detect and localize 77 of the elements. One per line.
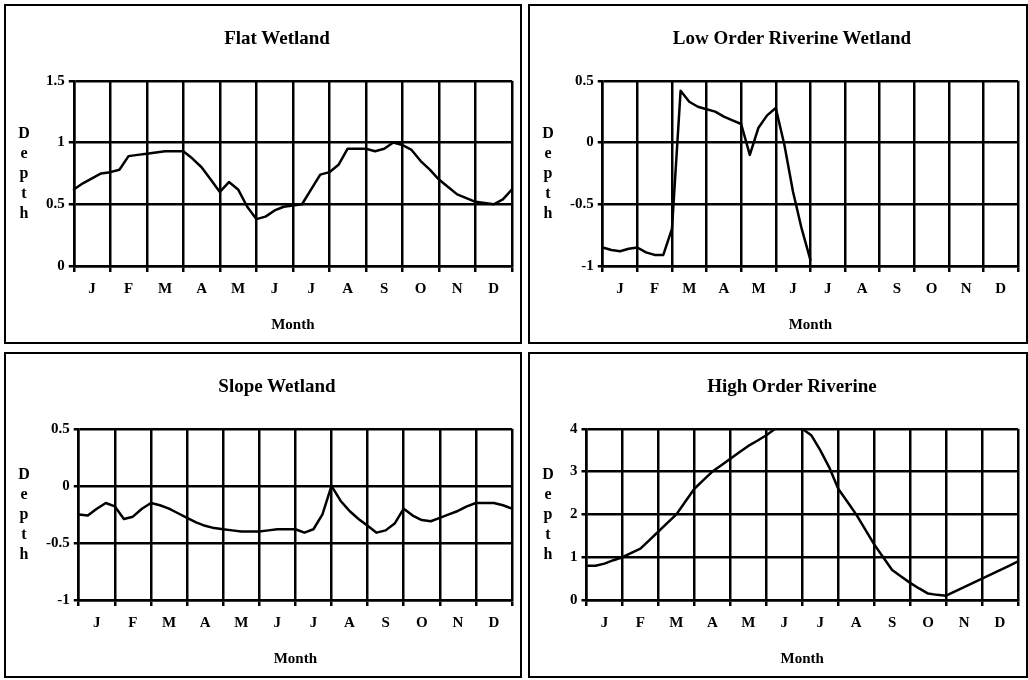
x-tick-label: N xyxy=(451,279,463,296)
x-tick-label: D xyxy=(488,613,500,630)
x-tick-label: N xyxy=(452,613,464,630)
x-tick-label: J xyxy=(816,613,825,630)
x-tick-label: J xyxy=(823,279,832,296)
x-tick-label: F xyxy=(635,613,646,630)
x-tick-label: M xyxy=(234,613,249,630)
y-tick-label: 1 xyxy=(57,133,65,150)
y-tick-label: -1 xyxy=(581,256,594,273)
x-tick-label: S xyxy=(380,279,389,296)
y-axis-title: Depth xyxy=(18,464,30,562)
x-tick-label: A xyxy=(856,279,868,296)
y-tick-label: 1 xyxy=(570,548,578,565)
y-tick-label: 0.5 xyxy=(46,195,65,212)
x-tick-label: O xyxy=(925,279,938,296)
y-tick-label: 1.5 xyxy=(46,71,65,88)
x-tick-label: F xyxy=(123,279,134,296)
x-tick-label: M xyxy=(741,613,756,630)
y-axis-title: Depth xyxy=(542,123,554,221)
x-tick-label: J xyxy=(273,613,282,630)
x-tick-label: N xyxy=(960,279,972,296)
y-tick-label: 0.5 xyxy=(575,71,594,88)
x-axis-title: Month xyxy=(273,649,318,666)
x-tick-label: S xyxy=(887,613,897,630)
x-tick-label: J xyxy=(789,279,798,296)
x-tick-label: O xyxy=(415,613,428,630)
y-tick-label: 3 xyxy=(570,462,578,479)
x-tick-label: J xyxy=(600,613,609,630)
x-tick-label: S xyxy=(381,613,390,630)
x-axis-title: Month xyxy=(780,649,825,666)
x-tick-label: A xyxy=(718,279,730,296)
x-tick-label: M xyxy=(669,613,684,630)
chart-title: Flat Wetland xyxy=(224,27,331,49)
x-axis-title: Month xyxy=(788,315,833,332)
x-tick-label: M xyxy=(682,279,697,296)
x-tick-label: M xyxy=(157,279,173,296)
y-tick-label: 2 xyxy=(570,505,578,522)
x-tick-label: J xyxy=(93,613,102,630)
y-tick-label: 4 xyxy=(570,419,578,436)
y-axis-title: Depth xyxy=(542,464,554,562)
x-tick-label: J xyxy=(307,279,316,296)
x-tick-label: J xyxy=(309,613,318,630)
x-tick-label: N xyxy=(958,613,970,630)
y-axis-title: Depth xyxy=(18,123,30,221)
x-tick-label: A xyxy=(344,613,356,630)
x-tick-label: A xyxy=(199,613,211,630)
chart-title: High Order Riverine xyxy=(707,375,877,397)
y-tick-label: 0 xyxy=(57,256,65,273)
x-tick-label: J xyxy=(88,279,97,296)
x-tick-label: D xyxy=(994,613,1006,630)
x-tick-label: D xyxy=(488,279,500,296)
y-tick-label: 0 xyxy=(62,476,70,493)
x-tick-label: J xyxy=(780,613,789,630)
y-tick-label: 0.5 xyxy=(51,419,70,436)
y-tick-label: 0 xyxy=(586,133,594,150)
x-tick-label: F xyxy=(650,279,660,296)
x-tick-label: J xyxy=(616,279,625,296)
x-tick-label: O xyxy=(414,279,427,296)
x-tick-label: A xyxy=(342,279,354,296)
y-tick-label: -1 xyxy=(57,590,70,607)
x-tick-label: F xyxy=(128,613,138,630)
x-tick-label: A xyxy=(196,279,208,296)
x-tick-label: M xyxy=(231,279,246,296)
y-tick-label: -0.5 xyxy=(46,533,70,550)
x-axis-title: Month xyxy=(271,315,316,332)
x-tick-label: A xyxy=(850,613,862,630)
y-tick-label: 0 xyxy=(570,590,578,607)
x-tick-label: M xyxy=(161,613,177,630)
chart-title: Slope Wetland xyxy=(218,375,337,397)
chart-title: Low Order Riverine Wetland xyxy=(672,27,912,49)
x-tick-label: J xyxy=(270,279,279,296)
x-tick-label: D xyxy=(995,279,1007,296)
x-tick-label: M xyxy=(751,279,766,296)
x-tick-label: A xyxy=(706,613,718,630)
y-tick-label: -0.5 xyxy=(570,195,594,212)
x-tick-label: O xyxy=(922,613,934,630)
x-tick-label: S xyxy=(892,279,902,296)
